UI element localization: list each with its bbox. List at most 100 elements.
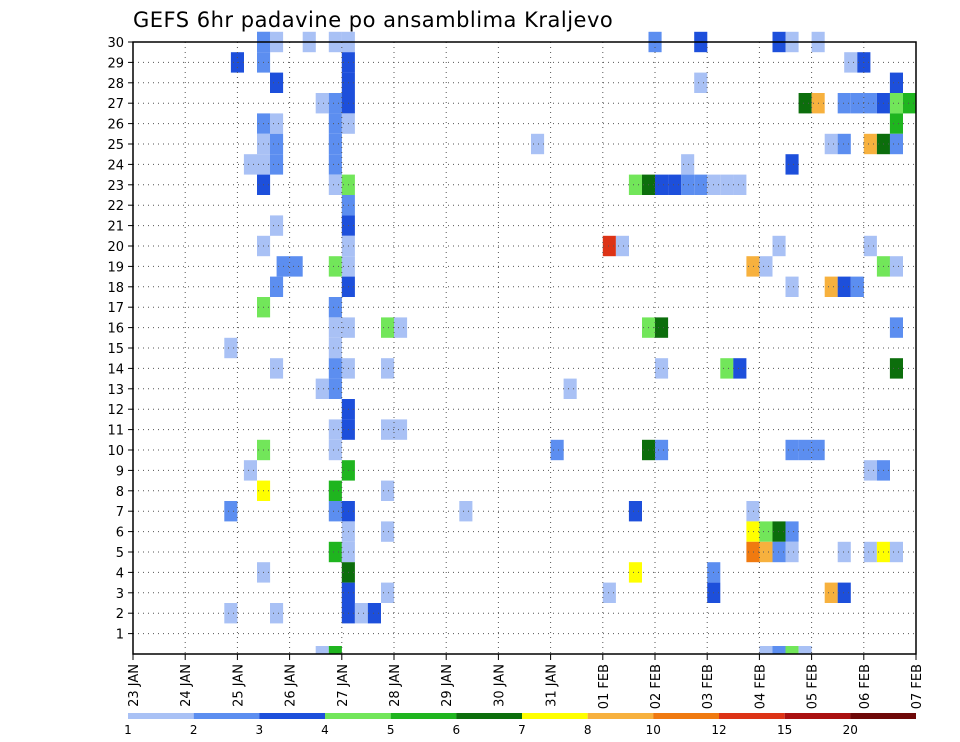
heatmap-cell (772, 521, 786, 542)
colorbar-segment (193, 713, 260, 719)
heatmap-cell (785, 521, 799, 542)
x-tick-label: 29 JAN (440, 664, 455, 707)
heatmap-cell (759, 521, 773, 542)
heatmap-cell (628, 562, 642, 583)
colorbar-segment (784, 713, 851, 719)
x-tick-label: 26 JAN (284, 664, 299, 707)
y-tick-label: 8 (116, 485, 124, 500)
grid-lines (133, 41, 916, 654)
heatmap-cell (772, 541, 786, 563)
y-tick-label: 26 (107, 118, 124, 133)
y-tick-label: 14 (107, 362, 124, 377)
y-axis: 1234567891011121314151617181920212223242… (107, 36, 133, 643)
x-tick-label: 03 FEB (701, 664, 716, 709)
x-tick-label: 05 FEB (806, 664, 821, 709)
heatmap-cell (367, 603, 381, 624)
colorbar-segment (587, 713, 654, 719)
heatmap-cell (243, 154, 257, 175)
heatmap-cell (889, 358, 903, 379)
heatmap-cell (889, 317, 903, 338)
heatmap-cell (315, 93, 329, 114)
colorbar: 1 2 3 4 5 6 7 8 10 12 15 20 (124, 713, 916, 737)
heatmap-cell (746, 501, 760, 522)
y-tick-label: 22 (107, 199, 124, 214)
y-tick-label: 21 (107, 220, 124, 235)
heatmap-cell (824, 133, 838, 155)
y-tick-label: 1 (116, 628, 124, 643)
heatmap-cell (850, 276, 864, 297)
heatmap-cell (785, 439, 799, 461)
colorbar-segment (390, 713, 457, 719)
y-tick-label: 11 (107, 424, 124, 439)
x-tick-label: 25 JAN (231, 664, 246, 707)
heatmap-cell (394, 419, 408, 440)
colorbar-label: 7 (518, 723, 526, 737)
colorbar-label: 4 (321, 723, 329, 737)
colorbar-label: 10 (646, 723, 661, 737)
heatmap-cell (602, 582, 616, 603)
colorbar-label: 6 (452, 723, 460, 737)
heatmap-cell (328, 541, 342, 563)
y-tick-label: 5 (116, 546, 124, 561)
heatmap-cell (655, 358, 669, 379)
heatmap-cell (328, 113, 342, 134)
chart-title: GEFS 6hr padavine po ansamblima Kraljevo (133, 8, 614, 32)
y-tick-label: 9 (116, 464, 124, 479)
heatmap-cell (746, 521, 760, 542)
heatmap-cell (224, 501, 238, 522)
heatmap-cell (459, 501, 473, 522)
colorbar-segment (259, 713, 325, 719)
x-tick-label: 31 JAN (545, 664, 560, 707)
x-tick-label: 07 FEB (910, 664, 925, 709)
heatmap-cell (837, 93, 851, 114)
heatmap-cell (772, 235, 786, 257)
heatmap-cell (837, 133, 851, 155)
heatmap-cell (270, 276, 284, 297)
y-tick-label: 29 (107, 56, 124, 71)
y-tick-label: 7 (116, 505, 124, 520)
y-tick-label: 25 (107, 138, 124, 153)
heatmap-cell (720, 358, 734, 379)
x-tick-label: 02 FEB (649, 664, 664, 709)
x-tick-label: 24 JAN (179, 664, 194, 707)
heatmap-cell (354, 603, 368, 624)
y-tick-label: 6 (116, 526, 124, 541)
heatmap-cell (889, 72, 903, 93)
heatmap-cell (889, 541, 903, 563)
colorbar-label: 12 (711, 723, 726, 737)
heatmap-cell (270, 603, 284, 624)
heatmap-cell (381, 480, 395, 501)
x-tick-label: 06 FEB (858, 664, 873, 709)
heatmap-cell (889, 93, 903, 114)
heatmap-cell (381, 582, 395, 603)
colorbar-label: 8 (584, 723, 592, 737)
y-tick-label: 27 (107, 97, 124, 112)
heatmap-cell (381, 358, 395, 379)
heatmap-cell (550, 439, 564, 461)
heatmap-cell (328, 480, 342, 501)
heatmap-cell (628, 174, 642, 195)
heatmap-cell (615, 235, 629, 257)
heatmap-cell (889, 113, 903, 134)
heatmap-cell (270, 358, 284, 379)
x-tick-label: 04 FEB (753, 664, 768, 709)
heatmap-cell (889, 133, 903, 155)
heatmap-cell (863, 133, 877, 155)
heatmap-cell (824, 582, 838, 603)
heatmap-cell (668, 174, 682, 195)
data-cells (224, 31, 917, 654)
heatmap-cell (844, 52, 858, 73)
heatmap-cell (798, 439, 812, 461)
heatmap-cell (270, 72, 284, 93)
heatmap-cell (863, 460, 877, 481)
colorbar-segment (522, 713, 588, 719)
heatmap-cell (381, 419, 395, 440)
heatmap-cell (863, 93, 877, 114)
y-tick-label: 24 (107, 158, 124, 173)
colorbar-segment (653, 713, 719, 719)
y-tick-label: 23 (107, 179, 124, 194)
y-tick-label: 12 (107, 403, 124, 418)
heatmap-cell (328, 501, 342, 522)
y-tick-label: 17 (107, 301, 124, 316)
heatmap-cell (720, 174, 734, 195)
